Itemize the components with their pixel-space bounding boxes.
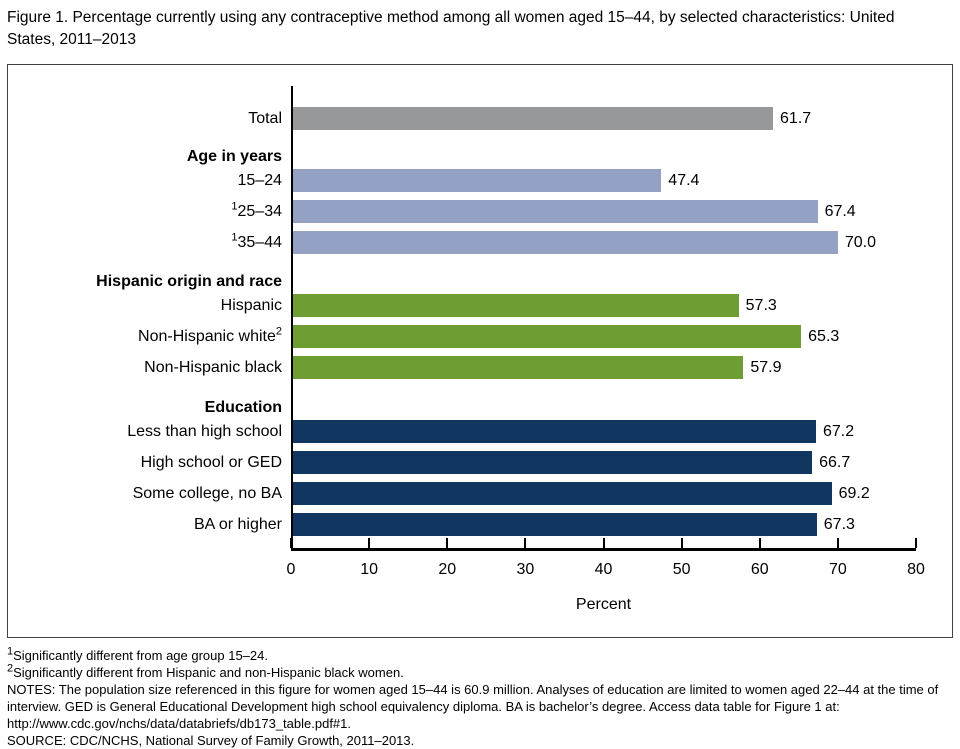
y-axis-line (291, 86, 293, 551)
bar-track: 67.2 (291, 420, 916, 443)
bar-track: 65.3 (291, 325, 916, 348)
bar-category-label: Non-Hispanic white2 (138, 325, 282, 345)
bar-value-label: 67.2 (823, 423, 855, 440)
x-axis-tick-label: 30 (516, 561, 535, 578)
bar (291, 169, 662, 192)
x-axis-line: 0 10 20 30 40 50 60 70 80 (287, 538, 925, 578)
bar-track: 57.3 (291, 294, 916, 317)
bar-track: 70.0 (291, 231, 916, 254)
bar-category-label: 135–44 (231, 231, 282, 251)
x-axis-title: Percent (575, 596, 632, 613)
bar-value-label: 57.9 (750, 359, 782, 376)
bar-category-label: Total (248, 109, 282, 127)
bar (291, 107, 774, 130)
bar (291, 451, 813, 474)
footnote-line: 2Significantly different from Hispanic a… (7, 662, 404, 680)
bar (291, 231, 838, 254)
chart-bar-row: 135–44 70.0 (8, 227, 952, 258)
chart-bar-row: Non-Hispanic black 57.9 (8, 352, 952, 383)
x-axis-tick-label: 20 (438, 561, 457, 578)
x-axis-tick-label: 40 (594, 561, 613, 578)
group-header-row: Age in years (8, 148, 952, 165)
chart-bar-row: Some college, no BA 69.2 (8, 478, 952, 509)
bar-track: 61.7 (291, 107, 916, 130)
significance-superscript: 2 (275, 325, 282, 338)
bar-value-label: 66.7 (819, 454, 851, 471)
bar-value-label: 67.3 (823, 516, 855, 533)
bar-value-label: 67.4 (824, 203, 856, 220)
group-header-row: Education (8, 399, 952, 416)
chart-bar-row: Hispanic 57.3 (8, 290, 952, 321)
bar-category-label: 125–34 (231, 200, 282, 220)
bar-value-label: 65.3 (808, 328, 840, 345)
x-axis-tick (680, 538, 683, 548)
bar-value-label: 47.4 (668, 172, 700, 189)
bar (291, 420, 816, 443)
x-axis-tick (602, 538, 605, 548)
bar (291, 513, 817, 536)
bar-track: 69.2 (291, 482, 916, 505)
bar-track: 66.7 (291, 451, 916, 474)
bar (291, 325, 802, 348)
bar-value-label: 61.7 (780, 110, 812, 127)
footnote-line: 1Significantly different from age group … (7, 645, 268, 663)
bar-category-label: 15–24 (237, 171, 283, 189)
group-header-label: Hispanic origin and race (96, 272, 282, 290)
footnote-line: NOTES: The population size referenced in… (7, 682, 939, 731)
chart-bar-row: Non-Hispanic white2 65.3 (8, 321, 952, 352)
x-axis-tick (368, 538, 371, 548)
significance-superscript: 1 (231, 200, 238, 213)
chart-bar-row: High school or GED 66.7 (8, 447, 952, 478)
bar-track: 67.3 (291, 513, 916, 536)
footnote-line: SOURCE: CDC/NCHS, National Survey of Fam… (7, 733, 415, 748)
x-axis-tick-label: 50 (672, 561, 691, 578)
bar-category-label: Less than high school (127, 422, 282, 440)
x-axis-tick (836, 538, 839, 548)
bar (291, 294, 739, 317)
chart-bar-row: Less than high school 67.2 (8, 416, 952, 447)
x-axis-tick-label: 70 (828, 561, 847, 578)
bar-track: 47.4 (291, 169, 916, 192)
chart-bar-row: 125–34 67.4 (8, 196, 952, 227)
bar-value-label: 69.2 (838, 485, 870, 502)
x-axis-tick-label: 0 (286, 561, 296, 578)
bar-track: 57.9 (291, 356, 916, 379)
x-axis-tick-label: 60 (750, 561, 769, 578)
x-axis-tick (446, 538, 449, 548)
bar-category-label: Hispanic (220, 296, 282, 314)
chart-bar-row: 15–24 47.4 (8, 165, 952, 196)
bar-category-label: Non-Hispanic black (144, 358, 282, 376)
bar-category-label: Some college, no BA (132, 484, 282, 502)
bar (291, 356, 744, 379)
chart-rows: Total 61.7 Age in years 15–24 47.4 125–34 67.4… (8, 103, 952, 540)
x-axis-tick (758, 538, 761, 548)
x-axis-tick (290, 538, 292, 548)
figure-title: Figure 1. Percentage currently using any… (7, 9, 895, 48)
x-axis-tick-label: 10 (360, 561, 379, 578)
bar-category-label: High school or GED (140, 453, 282, 471)
group-header-label: Education (204, 398, 282, 416)
x-axis-tick-label: 80 (907, 561, 925, 578)
footnotes: 1Significantly different from age group … (7, 645, 952, 749)
group-header-row: Hispanic origin and race (8, 273, 952, 290)
bar-value-label: 57.3 (745, 297, 777, 314)
x-axis-tick (915, 538, 917, 548)
bar-category-label: BA or higher (193, 515, 282, 533)
chart-panel: Total 61.7 Age in years 15–24 47.4 125–34 67.4… (7, 64, 953, 638)
x-axis-tick (524, 538, 527, 548)
significance-superscript: 1 (231, 231, 238, 244)
significance-superscript: 1 (7, 645, 14, 658)
bar-value-label: 70.0 (844, 234, 877, 251)
chart-bar-row: BA or higher 67.3 (8, 509, 952, 540)
bar (291, 482, 832, 505)
significance-superscript: 2 (7, 662, 14, 675)
chart-bar-row: Total 61.7 (8, 103, 952, 134)
bar-track: 67.4 (291, 200, 916, 223)
bar (291, 200, 818, 223)
group-header-label: Age in years (186, 147, 282, 165)
